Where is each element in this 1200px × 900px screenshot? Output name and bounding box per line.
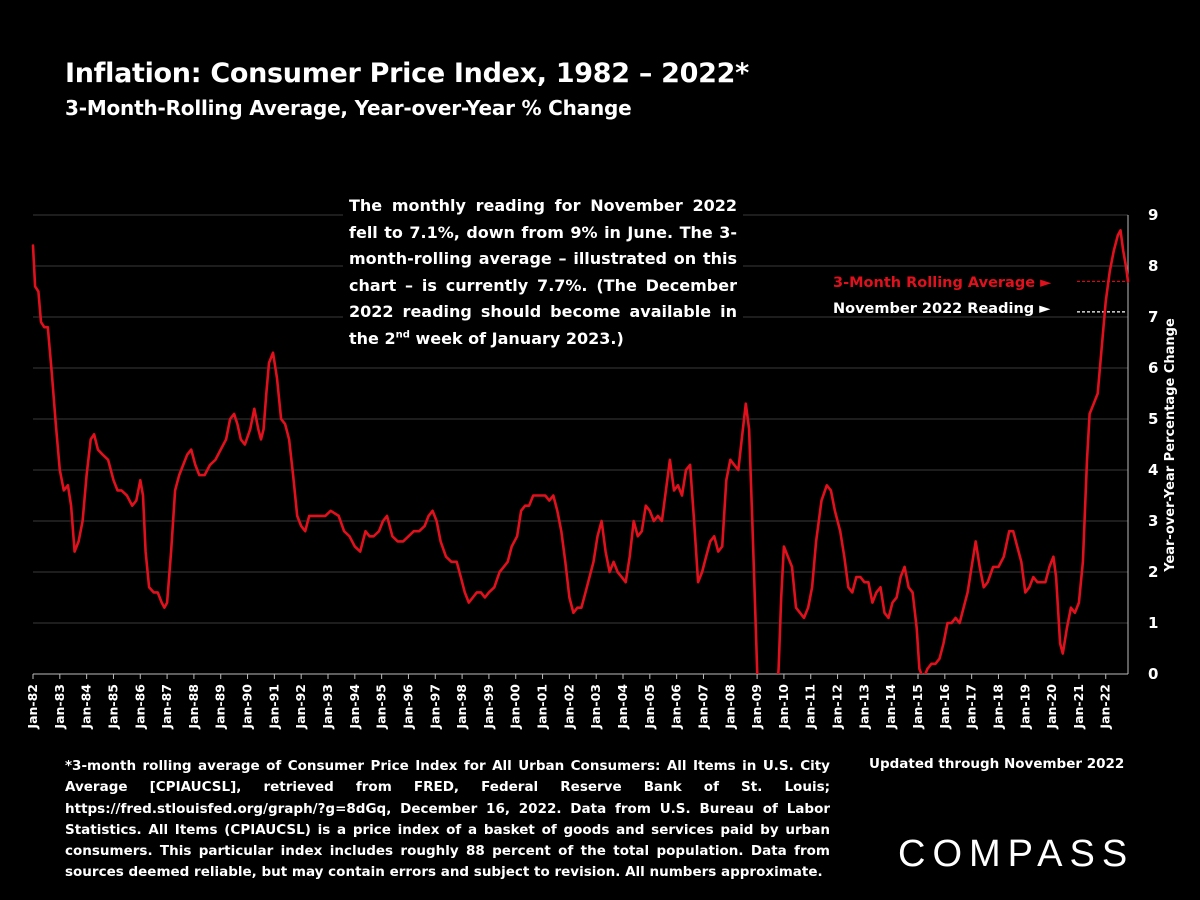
x-tick-label: Jan-02 <box>561 684 576 730</box>
x-tick-label: Jan-96 <box>400 684 415 730</box>
x-tick-label: Jan-93 <box>320 684 335 730</box>
y-tick-label: 0 <box>1148 665 1158 683</box>
y-tick-label: 6 <box>1148 359 1158 377</box>
x-tick-label: Jan-92 <box>293 684 308 730</box>
x-tick-label: Jan-87 <box>159 684 174 730</box>
x-tick-label: Jan-94 <box>347 684 362 730</box>
legend-november-reading: November 2022 Reading ► <box>833 301 1051 317</box>
x-tick-label: Jan-22 <box>1098 684 1113 730</box>
y-tick-label: 2 <box>1148 563 1158 581</box>
x-tick-label: Jan-04 <box>615 684 630 730</box>
chart-title: Inflation: Consumer Price Index, 1982 – … <box>65 58 749 89</box>
x-tick-label: Jan-19 <box>1017 684 1032 730</box>
x-tick-label: Jan-89 <box>213 684 228 730</box>
x-tick-label: Jan-20 <box>1044 684 1059 730</box>
x-tick-label: Jan-98 <box>454 684 469 730</box>
chart-subtitle: 3-Month-Rolling Average, Year-over-Year … <box>65 96 632 120</box>
x-tick-label: Jan-90 <box>240 684 255 730</box>
x-tick-label: Jan-88 <box>186 684 201 730</box>
updated-note: Updated through November 2022 <box>869 756 1125 772</box>
x-tick-label: Jan-83 <box>52 684 67 730</box>
x-tick-label: Jan-10 <box>776 684 791 730</box>
x-tick-label: Jan-97 <box>427 684 442 730</box>
x-tick-label: Jan-16 <box>937 684 952 730</box>
x-tick-label: Jan-21 <box>1071 684 1086 730</box>
x-tick-label: Jan-95 <box>374 684 389 730</box>
x-tick-label: Jan-08 <box>722 684 737 730</box>
annotation-note: The monthly reading for November 2022 fe… <box>343 193 743 356</box>
x-tick-label: Jan-11 <box>803 684 818 730</box>
x-tick-label: Jan-13 <box>856 684 871 730</box>
annotation-text: The monthly reading for November 2022 fe… <box>349 196 737 348</box>
y-tick-label: 8 <box>1148 257 1158 275</box>
x-tick-label: Jan-06 <box>669 684 684 730</box>
x-tick-label: Jan-15 <box>910 684 925 730</box>
x-tick-label: Jan-82 <box>25 684 40 730</box>
annotation-superscript: nd <box>395 329 410 341</box>
x-tick-label: Jan-03 <box>588 684 603 730</box>
x-tick-label: Jan-01 <box>535 684 550 730</box>
series-line-3-month-rolling-average <box>31 229 1130 674</box>
cpi-line-chart: Jan-82 Jan-83 Jan-84 Jan-85 Jan-86 Jan-87 Jan-… <box>25 206 1178 730</box>
compass-logo-text: COMPASS <box>898 833 1134 874</box>
y-tick-label: 1 <box>1148 614 1158 632</box>
y-tick-label: 7 <box>1148 308 1158 326</box>
annotation-text-end: week of January 2023.) <box>409 328 624 348</box>
x-tick-label: Jan-14 <box>883 684 898 730</box>
source-footnote: *3-month rolling average of Consumer Pri… <box>65 758 830 881</box>
x-axis: Jan-82 Jan-83 Jan-84 Jan-85 Jan-86 Jan-87 Jan-… <box>25 215 1129 730</box>
y-tick-label: 3 <box>1148 512 1158 530</box>
x-tick-label: Jan-18 <box>990 684 1005 730</box>
x-tick-label: Jan-07 <box>695 684 710 730</box>
compass-logo: COMPASS <box>898 833 1134 874</box>
y-tick-label: 4 <box>1148 461 1158 479</box>
x-tick-label: Jan-99 <box>481 684 496 730</box>
y-tick-label: 9 <box>1148 206 1158 224</box>
x-tick-label: Jan-00 <box>508 684 523 730</box>
x-tick-label: Jan-86 <box>132 684 147 730</box>
x-tick-label: Jan-17 <box>964 684 979 730</box>
x-tick-label: Jan-12 <box>830 684 845 730</box>
x-tick-label: Jan-91 <box>266 684 281 730</box>
legend-rolling-average: 3-Month Rolling Average ► <box>833 275 1052 291</box>
x-tick-label: Jan-84 <box>79 684 94 730</box>
x-tick-label: Jan-09 <box>749 684 764 730</box>
reference-lines <box>1077 280 1126 313</box>
x-tick-label: Jan-85 <box>105 684 120 730</box>
y-axis-label: Year-over-Year Percentage Change <box>1163 318 1178 573</box>
y-tick-label: 5 <box>1148 410 1158 428</box>
y-axis: 0 1 2 3 4 5 6 7 8 9 <box>1148 206 1158 683</box>
x-tick-label: Jan-05 <box>642 684 657 730</box>
